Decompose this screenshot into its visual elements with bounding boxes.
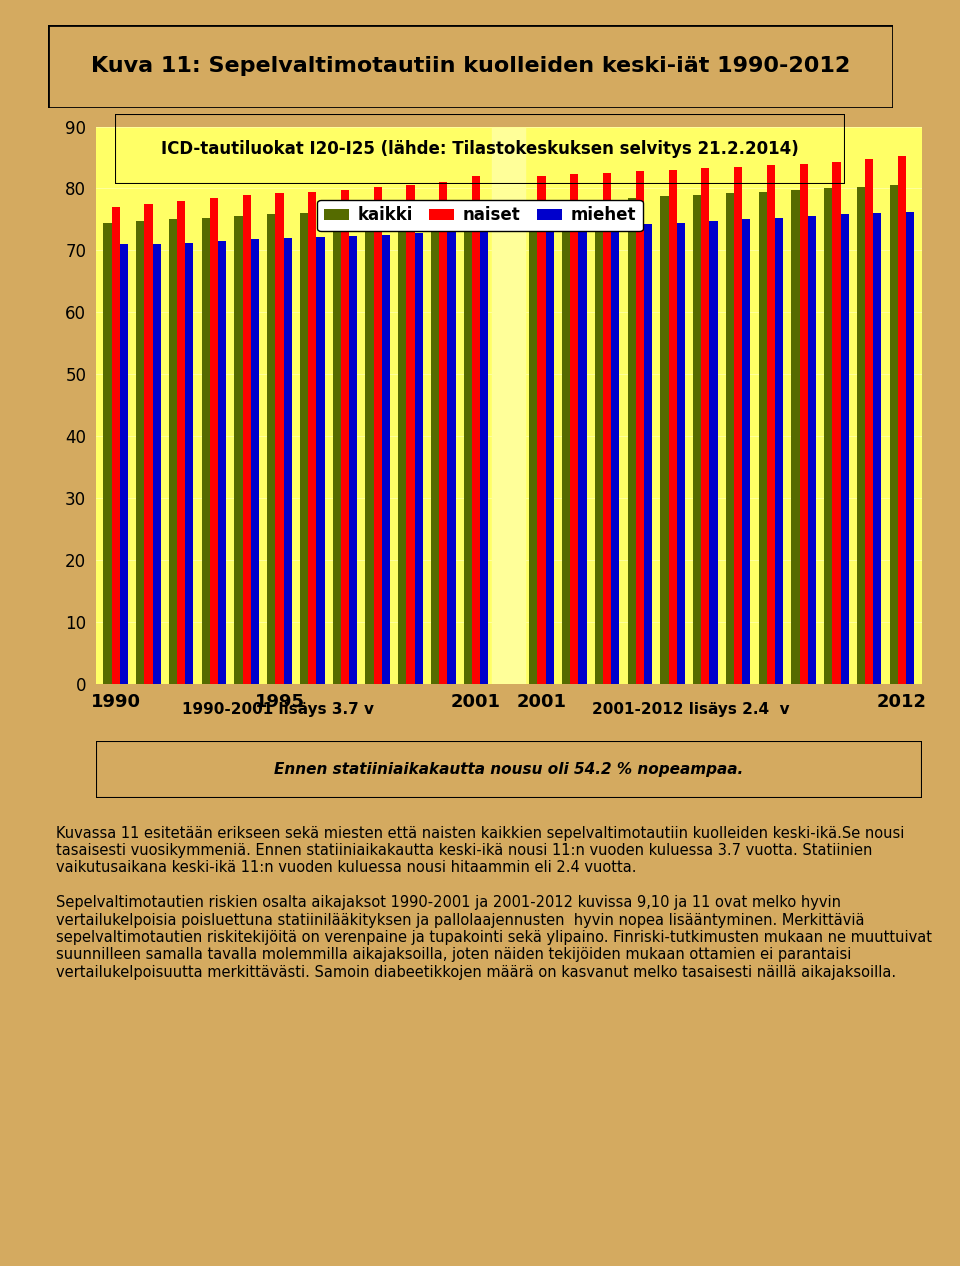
Bar [636,171,644,684]
Bar [529,203,538,684]
Bar [447,232,456,684]
Bar [144,204,153,684]
Text: Ennen statiiniaikakautta nousu oli 54.2 % nopeampaa.: Ennen statiiniaikakautta nousu oli 54.2 … [275,762,743,776]
Text: Kuvassa 11 esitetään erikseen sekä miesten että naisten kaikkien sepelvaltimotau: Kuvassa 11 esitetään erikseen sekä miest… [56,825,932,980]
Bar [709,220,718,684]
Bar [349,237,357,684]
Legend: kaikki, naiset, miehet: kaikki, naiset, miehet [318,200,642,230]
Bar [906,211,914,684]
Bar [480,229,489,684]
Bar [210,197,218,684]
Bar [726,194,734,684]
Bar [865,158,874,684]
Bar [136,220,144,684]
Bar [169,219,177,684]
Bar [431,206,439,684]
Bar [857,187,865,684]
Bar [545,229,554,684]
Bar [283,238,292,684]
Bar [464,203,472,684]
Bar [406,185,415,684]
Bar [767,165,775,684]
Bar [562,201,570,684]
Bar [398,209,406,684]
Bar [898,156,906,684]
Bar [202,218,210,684]
Bar [104,223,111,684]
Bar [800,163,807,684]
Bar [366,210,373,684]
Bar [693,195,701,684]
Bar [177,201,185,684]
Bar [300,213,308,684]
Bar [603,173,612,684]
Bar [660,196,668,684]
Bar [628,197,636,684]
Bar [234,216,243,684]
Bar [120,244,128,684]
Bar [185,243,194,684]
Bar [668,170,677,684]
Bar [874,213,881,684]
Bar [595,200,603,684]
Bar [701,168,709,684]
Bar [472,176,480,684]
Text: 1990-2001 lisäys 3.7 v: 1990-2001 lisäys 3.7 v [181,701,373,717]
Bar [276,192,283,684]
Bar [492,127,525,684]
Bar [791,190,800,684]
Bar [415,233,422,684]
Bar [111,208,120,684]
Bar [218,241,227,684]
Bar [742,219,751,684]
Bar [439,182,447,684]
Bar [644,224,652,684]
Bar [775,218,783,684]
Bar [373,187,382,684]
Bar [317,237,324,684]
Bar [734,167,742,684]
Bar [341,190,349,684]
Text: Kuva 11: Sepelvaltimotautiin kuolleiden keski-iät 1990-2012: Kuva 11: Sepelvaltimotautiin kuolleiden … [91,57,850,76]
Bar [570,175,579,684]
Bar [890,185,898,684]
Bar [153,244,160,684]
Bar [612,225,619,684]
Text: 2001-2012 lisäys 2.4  v: 2001-2012 lisäys 2.4 v [591,701,789,717]
Bar [579,227,587,684]
Bar [841,214,849,684]
Bar [677,223,684,684]
Text: ICD-tautiluokat I20-I25 (lähde: Tilastokeskuksen selvitys 21.2.2014): ICD-tautiluokat I20-I25 (lähde: Tilastok… [161,139,799,158]
Bar [333,211,341,684]
Bar [243,195,251,684]
Bar [382,235,390,684]
Bar [267,214,276,684]
Bar [832,162,841,684]
Bar [538,176,545,684]
Bar [758,191,767,684]
Bar [251,239,259,684]
Bar [807,216,816,684]
Bar [824,189,832,684]
Bar [308,191,317,684]
